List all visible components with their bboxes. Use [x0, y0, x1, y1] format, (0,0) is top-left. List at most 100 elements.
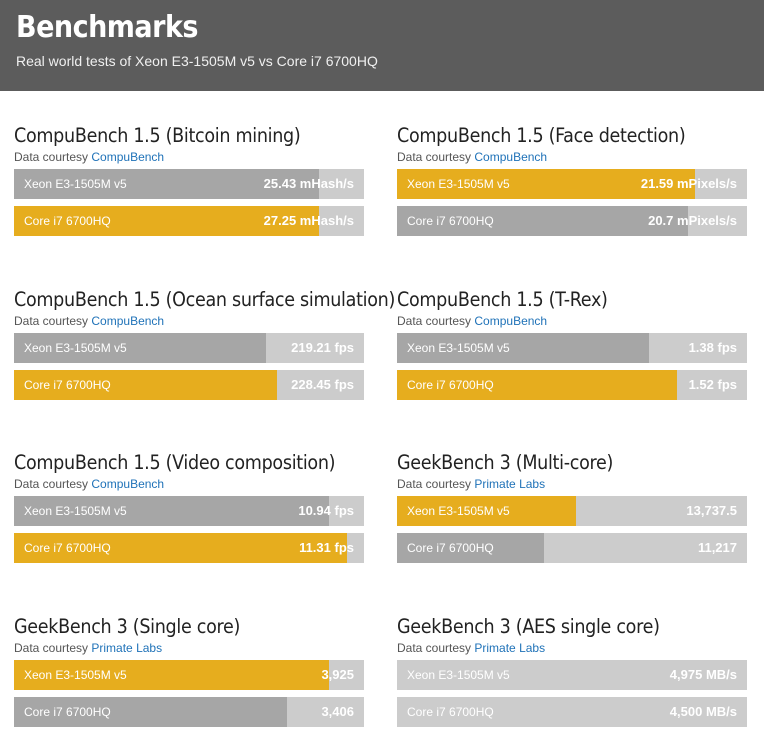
bar-group: Xeon E3-1505M v5 25.43 mHash/s Core i7 670…: [14, 169, 364, 236]
bar-track: Core i7 6700HQ 1.52 fps: [397, 370, 747, 400]
bar-label: Xeon E3-1505M v5: [407, 341, 510, 355]
page-subtitle: Real world tests of Xeon E3-1505M v5 vs …: [16, 53, 378, 69]
courtesy-source-link[interactable]: CompuBench: [474, 314, 548, 328]
courtesy-label: Data courtesy: [397, 477, 472, 491]
bar-fill: [14, 206, 319, 236]
bar-fill: [14, 333, 266, 363]
courtesy-label: Data courtesy: [397, 150, 472, 164]
bar-group: Xeon E3-1505M v5 1.38 fps Core i7 6700HQ 1.…: [397, 333, 747, 400]
bar-value-label: 4,500 MB/s: [669, 704, 737, 719]
bar-track: Xeon E3-1505M v5 1.38 fps: [397, 333, 747, 363]
header: Benchmarks Real world tests of Xeon E3-1…: [0, 0, 764, 91]
benchmark-chart: GeekBench 3 (AES single core) Data courte…: [397, 615, 747, 734]
courtesy-label: Data courtesy: [14, 150, 89, 164]
bar-group: Xeon E3-1505M v5 21.59 mPixels/s Core i7 6…: [397, 169, 747, 236]
courtesy-source-link[interactable]: CompuBench: [91, 314, 165, 328]
bar-value-label: 3,925: [321, 667, 354, 682]
courtesy-source-link[interactable]: Primate Labs: [474, 477, 546, 491]
bar-value-label: 25.43 mHash/s: [263, 176, 354, 191]
bar-value-label: 27.25 mHash/s: [263, 213, 354, 228]
benchmark-grid: CompuBench 1.5 (Bitcoin mining) Data cour…: [0, 91, 764, 740]
bar-track: Xeon E3-1505M v5 13,737.5: [397, 496, 747, 526]
courtesy-source-link[interactable]: CompuBench: [474, 150, 548, 164]
bar-value-label: 219.21 fps: [291, 340, 354, 355]
courtesy-source-link[interactable]: CompuBench: [91, 477, 165, 491]
bar-value-label: 20.7 mPixels/s: [648, 213, 737, 228]
bar-label: Xeon E3-1505M v5: [24, 668, 127, 682]
bar-track: Core i7 6700HQ 11.31 fps: [14, 533, 364, 563]
courtesy-source-link[interactable]: Primate Labs: [474, 641, 546, 655]
bar-fill: [397, 496, 576, 526]
bar-fill: [397, 370, 677, 400]
bar-label: Core i7 6700HQ: [24, 541, 111, 555]
courtesy-label: Data courtesy: [14, 477, 89, 491]
bar-group: Xeon E3-1505M v5 4,975 MB/s Core i7 6700HQ…: [397, 660, 747, 727]
bar-fill: [397, 206, 688, 236]
bar-value-label: 1.38 fps: [688, 340, 737, 355]
bar-label: Xeon E3-1505M v5: [407, 668, 510, 682]
data-courtesy: Data courtesy Primate Labs: [14, 641, 364, 655]
data-courtesy: Data courtesy CompuBench: [397, 314, 747, 328]
bar-group: Xeon E3-1505M v5 3,925 Core i7 6700HQ 3,406: [14, 660, 364, 727]
chart-title: GeekBench 3 (Single core): [14, 615, 241, 638]
bar-fill: [14, 660, 329, 690]
bar-value-label: 1.52 fps: [688, 377, 737, 392]
courtesy-label: Data courtesy: [14, 641, 89, 655]
bar-track: Xeon E3-1505M v5 4,975 MB/s: [397, 660, 747, 690]
bar-fill: [14, 697, 287, 727]
data-courtesy: Data courtesy CompuBench: [397, 150, 747, 164]
bar-track: Xeon E3-1505M v5 10.94 fps: [14, 496, 364, 526]
benchmark-chart: CompuBench 1.5 (Face detection) Data cour…: [397, 124, 747, 243]
chart-title: CompuBench 1.5 (Bitcoin mining): [14, 124, 301, 147]
bar-label: Core i7 6700HQ: [24, 378, 111, 392]
courtesy-label: Data courtesy: [397, 641, 472, 655]
bar-group: Xeon E3-1505M v5 10.94 fps Core i7 6700HQ 1…: [14, 496, 364, 563]
bar-label: Core i7 6700HQ: [407, 378, 494, 392]
courtesy-source-link[interactable]: CompuBench: [91, 150, 165, 164]
bar-fill: [397, 533, 544, 563]
bar-value-label: 11.31 fps: [299, 540, 354, 555]
benchmark-chart: CompuBench 1.5 (T-Rex) Data courtesy Comp…: [397, 288, 747, 407]
bar-fill: [14, 496, 329, 526]
chart-title: GeekBench 3 (AES single core): [397, 615, 660, 638]
bar-label: Core i7 6700HQ: [24, 705, 111, 719]
bar-fill: [14, 169, 319, 199]
bar-track: Core i7 6700HQ 20.7 mPixels/s: [397, 206, 747, 236]
bar-label: Xeon E3-1505M v5: [407, 504, 510, 518]
bar-label: Xeon E3-1505M v5: [24, 177, 127, 191]
data-courtesy: Data courtesy Primate Labs: [397, 641, 747, 655]
courtesy-label: Data courtesy: [14, 314, 89, 328]
bar-track: Xeon E3-1505M v5 25.43 mHash/s: [14, 169, 364, 199]
bar-fill: [397, 169, 695, 199]
data-courtesy: Data courtesy CompuBench: [14, 314, 364, 328]
chart-title: CompuBench 1.5 (Video composition): [14, 451, 336, 474]
bar-value-label: 10.94 fps: [298, 503, 354, 518]
bar-track: Core i7 6700HQ 228.45 fps: [14, 370, 364, 400]
bar-track: Xeon E3-1505M v5 3,925: [14, 660, 364, 690]
bar-value-label: 21.59 mPixels/s: [640, 176, 737, 191]
benchmark-chart: CompuBench 1.5 (Bitcoin mining) Data cour…: [14, 124, 364, 243]
bar-value-label: 11,217: [697, 540, 737, 555]
bar-value-label: 228.45 fps: [291, 377, 354, 392]
courtesy-label: Data courtesy: [397, 314, 472, 328]
chart-title: CompuBench 1.5 (Ocean surface simulation…: [14, 288, 396, 311]
bar-track: Xeon E3-1505M v5 219.21 fps: [14, 333, 364, 363]
bar-track: Core i7 6700HQ 3,406: [14, 697, 364, 727]
bar-label: Xeon E3-1505M v5: [24, 341, 127, 355]
bar-value-label: 4,975 MB/s: [669, 667, 737, 682]
bar-value-label: 13,737.5: [686, 503, 737, 518]
benchmark-chart: GeekBench 3 (Multi-core) Data courtesy Pr…: [397, 451, 747, 570]
bar-value-label: 3,406: [321, 704, 354, 719]
bar-label: Core i7 6700HQ: [24, 214, 111, 228]
bar-fill: [397, 333, 649, 363]
courtesy-source-link[interactable]: Primate Labs: [91, 641, 163, 655]
bar-label: Core i7 6700HQ: [407, 705, 494, 719]
bar-track: Core i7 6700HQ 4,500 MB/s: [397, 697, 747, 727]
bar-fill: [14, 370, 277, 400]
bar-group: Xeon E3-1505M v5 13,737.5 Core i7 6700HQ 11…: [397, 496, 747, 563]
bar-label: Core i7 6700HQ: [407, 541, 494, 555]
bar-track: Core i7 6700HQ 11,217: [397, 533, 747, 563]
data-courtesy: Data courtesy Primate Labs: [397, 477, 747, 491]
benchmark-chart: GeekBench 3 (Single core) Data courtesy P…: [14, 615, 364, 734]
benchmark-chart: CompuBench 1.5 (Ocean surface simulation…: [14, 288, 396, 407]
